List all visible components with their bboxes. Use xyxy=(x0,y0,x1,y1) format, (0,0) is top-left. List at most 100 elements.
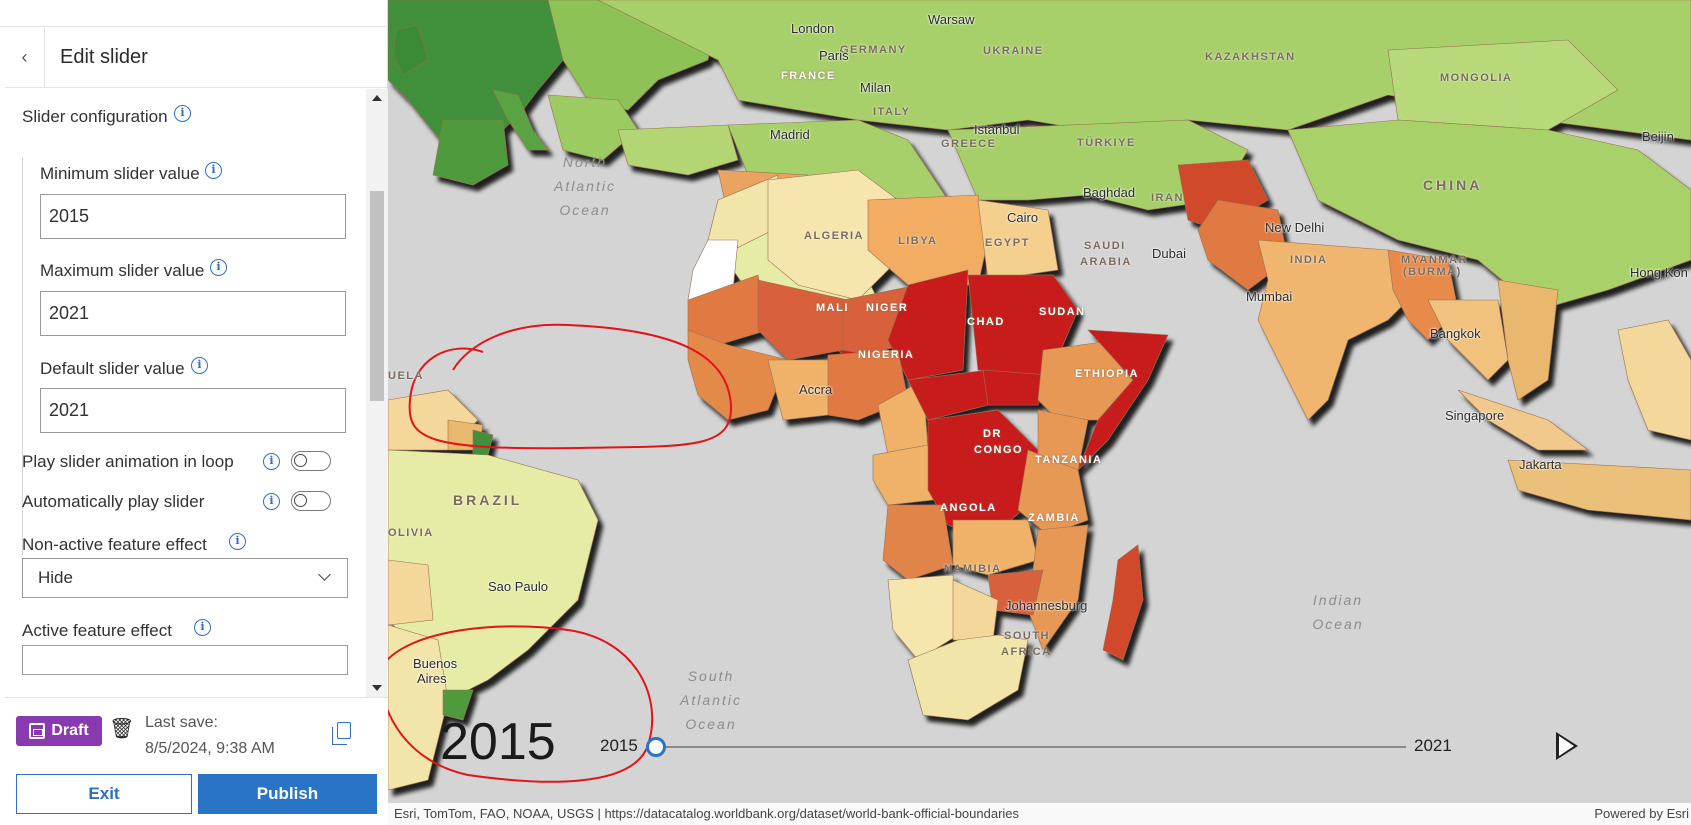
country-label: CONGO xyxy=(974,444,1024,456)
country-label: LIBYA xyxy=(898,235,938,247)
country-label: TÜRKIYE xyxy=(1077,137,1136,149)
exit-button[interactable]: Exit xyxy=(16,774,192,814)
info-icon[interactable]: i xyxy=(263,453,280,470)
slider-min-label: 2015 xyxy=(600,736,638,755)
country-label: SAUDI xyxy=(1084,240,1126,252)
publish-button[interactable]: Publish xyxy=(198,774,377,814)
min-slider-input[interactable]: 2015 xyxy=(40,194,346,239)
city-label: Bangkok xyxy=(1430,326,1481,341)
region-south-sudan xyxy=(982,369,1049,406)
country-label: NAMIBIA xyxy=(944,563,1002,575)
info-icon[interactable]: i xyxy=(194,619,211,636)
country-label: ETHIOPIA xyxy=(1075,368,1139,380)
ocean-line: Atlantic xyxy=(680,692,742,708)
loop-toggle[interactable] xyxy=(291,451,331,471)
country-label: GERMANY xyxy=(840,44,907,56)
slider-max-label: 2021 xyxy=(1414,736,1452,755)
region-iberia xyxy=(432,119,509,186)
city-label: Cairo xyxy=(1007,210,1039,225)
city-label: Madrid xyxy=(770,127,810,142)
country-label: IRAN xyxy=(1151,192,1184,204)
city-label: Buenos xyxy=(413,656,458,671)
country-label: INDIA xyxy=(1290,254,1328,266)
scroll-down-icon[interactable] xyxy=(372,685,382,691)
info-icon[interactable]: i xyxy=(191,357,208,374)
scroll-up-icon[interactable] xyxy=(372,95,382,101)
country-label: ARABIA xyxy=(1080,256,1132,268)
info-icon[interactable]: i xyxy=(205,162,222,179)
nonactive-effect-select[interactable]: Hide xyxy=(22,558,348,598)
country-label: MONGOLIA xyxy=(1440,72,1513,84)
country-label: TANZANIA xyxy=(1035,454,1103,466)
country-label: ITALY xyxy=(873,106,911,118)
city-label: Jakarta xyxy=(1519,457,1562,472)
country-label: SOUTH xyxy=(1004,630,1050,642)
map-view[interactable]: GERMANY FRANCE ITALY GREECE UKRAINE KAZA… xyxy=(388,0,1691,825)
autoplay-label: Automatically play slider xyxy=(22,492,205,511)
slider-configuration-label: Slider configuration xyxy=(22,107,168,126)
map-attribution[interactable]: Esri, TomTom, FAO, NOAA, USGS | https://… xyxy=(388,803,1691,825)
region-senegal-guinea xyxy=(687,329,789,421)
chevron-down-icon xyxy=(318,568,331,581)
region-angola xyxy=(882,504,954,581)
trash-icon[interactable]: 🗑 xyxy=(109,718,135,740)
city-label: London xyxy=(791,21,835,36)
slider-thumb[interactable] xyxy=(646,737,666,757)
city-label: Accra xyxy=(799,382,833,397)
region-thailand xyxy=(1427,299,1509,381)
region-madagascar xyxy=(1102,544,1144,661)
scroll-thumb[interactable] xyxy=(370,191,384,401)
ocean-line: Indian xyxy=(1312,592,1364,608)
country-label: UELA xyxy=(388,370,424,382)
last-save-label: Last save: xyxy=(145,714,218,731)
region-morocco xyxy=(707,174,779,251)
save-disk-icon xyxy=(29,723,46,739)
country-label: (BURMA) xyxy=(1403,266,1462,278)
country-label: UKRAINE xyxy=(983,45,1044,57)
region-china xyxy=(1287,119,1691,311)
back-button[interactable]: ‹ xyxy=(5,28,45,87)
info-icon[interactable]: i xyxy=(263,493,280,510)
annotation-circle-default xyxy=(408,323,733,450)
ocean-label-south-atlantic: South Atlantic Ocean xyxy=(656,664,766,736)
region-uruguay xyxy=(442,689,474,721)
city-label: Johannesburg xyxy=(1005,598,1088,613)
city-label: Warsaw xyxy=(928,12,975,27)
country-label: DR xyxy=(983,428,1002,440)
ocean-line: Atlantic xyxy=(554,178,616,194)
country-label: CHINA xyxy=(1423,177,1483,193)
region-namibia xyxy=(887,574,959,661)
panel-title: Edit slider xyxy=(60,46,148,68)
region-chad xyxy=(887,269,969,381)
country-label: KAZAKHSTAN xyxy=(1205,51,1296,63)
info-icon[interactable]: i xyxy=(174,105,191,122)
country-label: NIGER xyxy=(866,302,909,314)
region-italy xyxy=(492,89,549,151)
country-label: MALI xyxy=(816,302,849,314)
draft-badge[interactable]: Draft xyxy=(16,716,102,746)
play-icon[interactable] xyxy=(1556,732,1578,760)
active-effect-select[interactable] xyxy=(22,645,348,675)
autoplay-toggle[interactable] xyxy=(291,491,331,511)
country-label: MYANMAR xyxy=(1401,254,1468,266)
map-canvas xyxy=(388,0,1691,791)
info-icon[interactable]: i xyxy=(210,259,227,276)
powered-by-esri[interactable]: Powered by Esri xyxy=(1594,806,1689,821)
copy-icon[interactable] xyxy=(332,722,351,745)
city-label: Dubai xyxy=(1152,246,1186,261)
settings-scroll-area[interactable]: Slider configuration i Minimum slider va… xyxy=(5,89,388,697)
info-icon[interactable]: i xyxy=(229,533,246,550)
ocean-line: Ocean xyxy=(685,716,737,732)
ocean-line: South xyxy=(687,668,735,684)
nonactive-effect-value: Hide xyxy=(38,568,73,587)
country-label: CHAD xyxy=(967,316,1005,328)
panel-scrollbar[interactable] xyxy=(366,89,388,697)
region-central-asia xyxy=(947,119,1249,211)
default-slider-input[interactable]: 2021 xyxy=(40,388,346,433)
max-slider-input[interactable]: 2021 xyxy=(40,291,346,336)
city-label: New Delhi xyxy=(1265,220,1325,235)
last-save-time: 8/5/2024, 9:38 AM xyxy=(145,740,275,757)
region-vietnam xyxy=(1497,279,1559,401)
slider-track[interactable] xyxy=(656,746,1406,748)
city-label: Baghdad xyxy=(1083,185,1136,200)
